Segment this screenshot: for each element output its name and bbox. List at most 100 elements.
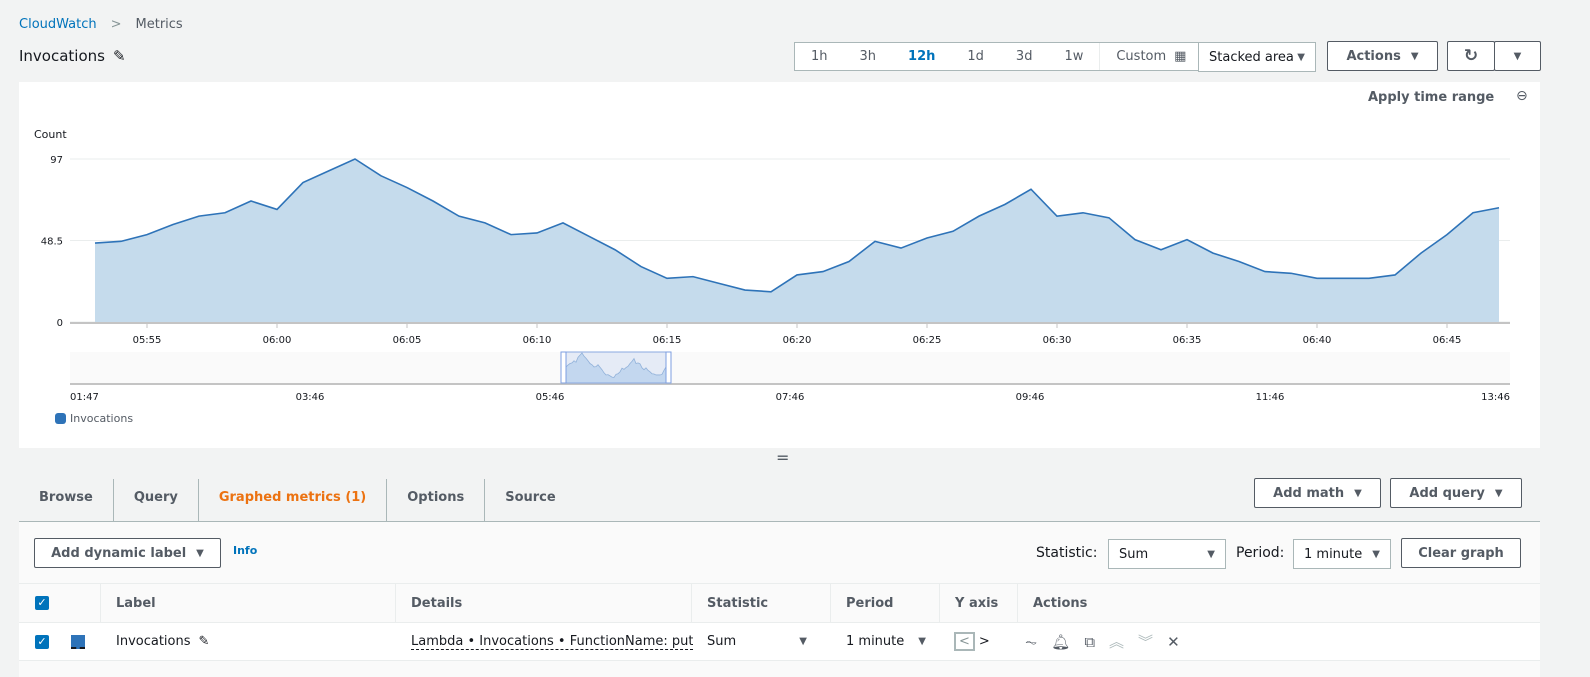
navigator-tick-label: 05:46 (536, 392, 565, 403)
resize-handle[interactable]: = (776, 448, 790, 467)
chart-type-select[interactable]: Stacked area ▼ (1198, 42, 1316, 72)
range-1h[interactable]: 1h (811, 49, 828, 64)
tab-source[interactable]: Source (505, 489, 556, 505)
series-color-swatch[interactable] (71, 634, 85, 649)
caret-down-icon: ▼ (1354, 487, 1362, 499)
navigator-handle-left (560, 351, 567, 384)
apply-time-range[interactable]: Apply time range (1368, 90, 1495, 105)
edit-icon[interactable]: ✎ (112, 47, 126, 65)
caret-down-icon: ▼ (1372, 548, 1380, 560)
tab-bar: Browse Query Graphed metrics (1) Options… (19, 475, 1540, 526)
navigator-selection (561, 351, 671, 384)
y-axis-label: Count (34, 128, 67, 141)
move-down-icon[interactable]: ︾ (1138, 633, 1154, 651)
series-area (95, 159, 1499, 322)
range-custom[interactable]: Custom ▦ (1099, 43, 1202, 70)
range-1d[interactable]: 1d (967, 49, 984, 64)
series-line (94, 158, 1500, 293)
navigator-tick-label: 01:47 (70, 392, 99, 403)
caret-down-icon: ▼ (1513, 50, 1522, 62)
navigator-tick-label: 03:46 (296, 392, 325, 403)
header-details: Details (395, 584, 462, 622)
clear-graph-button[interactable]: Clear graph (1401, 538, 1521, 568)
y-tick-label: 48.5 (41, 237, 63, 248)
y-tick-label: 0 (57, 318, 63, 329)
caret-down-icon: ▼ (196, 547, 204, 559)
calendar-icon: ▦ (1174, 49, 1187, 64)
duplicate-icon[interactable]: ⧉ (1084, 632, 1096, 651)
tab-options[interactable]: Options (387, 478, 486, 526)
add-query-button[interactable]: Add query ▼ (1390, 478, 1522, 508)
legend: Invocations (55, 412, 133, 425)
actions-button[interactable]: Actions ▼ (1327, 41, 1438, 71)
info-link[interactable]: Info (233, 544, 258, 557)
range-3d[interactable]: 3d (1015, 49, 1033, 64)
tab-query[interactable]: Query (114, 478, 199, 526)
x-tick-label: 06:10 (523, 335, 552, 346)
add-math-label: Add math (1273, 485, 1345, 501)
y-tick-label: 97 (50, 155, 63, 166)
caret-down-icon[interactable]: ▼ (918, 636, 926, 647)
header-y-axis: Y axis (939, 584, 998, 622)
x-tick-label: 06:20 (783, 335, 812, 346)
add-math-button[interactable]: Add math ▼ (1254, 478, 1381, 508)
row-checkbox[interactable]: ✓ (35, 634, 49, 649)
tab-browse[interactable]: Browse (19, 478, 114, 526)
tab-graphed-metrics[interactable]: Graphed metrics (1) (198, 478, 388, 526)
navigator-tick-label: 13:46 (1481, 392, 1510, 403)
row-statistic[interactable]: Sum (707, 634, 737, 649)
zoom-out-icon[interactable]: ⊖ (1516, 88, 1528, 104)
add-dynamic-label-button[interactable]: Add dynamic label ▼ (34, 538, 221, 568)
x-tick-label: 06:15 (653, 335, 682, 346)
range-3h[interactable]: 3h (859, 49, 877, 64)
caret-down-icon: ▼ (1410, 50, 1419, 62)
caret-down-icon: ▼ (1297, 51, 1305, 63)
x-tick-label: 06:30 (1043, 335, 1072, 346)
remove-icon[interactable]: ✕ (1167, 632, 1180, 651)
refresh-options-button[interactable]: ▼ (1494, 41, 1541, 71)
table-row: ✓ Invocations ✎ Lambda • Invocations • Fu… (19, 623, 1540, 661)
period-select[interactable]: 1 minute ▼ (1293, 539, 1391, 569)
select-all-checkbox[interactable]: ✓ (35, 596, 49, 610)
row-period[interactable]: 1 minute (846, 634, 905, 649)
range-12h[interactable]: 12h (908, 49, 936, 64)
y-axis-left-icon[interactable]: < (954, 632, 975, 651)
x-tick-label: 06:35 (1173, 335, 1202, 346)
caret-down-icon[interactable]: ▼ (799, 636, 807, 647)
navigator-handle-right (665, 351, 672, 384)
navigator-series (561, 352, 671, 384)
graph-icon[interactable]: ⏦ (1025, 632, 1038, 651)
clear-graph-label: Clear graph (1418, 545, 1504, 561)
navigator-tick-label: 09:46 (1016, 392, 1045, 403)
time-range-selector: 1h 3h 12h 1d 3d 1w Custom ▦ (794, 42, 1204, 71)
x-tick-label: 06:00 (263, 335, 292, 346)
header-period: Period (830, 584, 893, 622)
row-label: Invocations (116, 634, 191, 649)
statistic-value: Sum (1119, 546, 1149, 562)
period-value: 1 minute (1304, 546, 1363, 562)
caret-down-icon: ▼ (1207, 548, 1215, 560)
add-query-label: Add query (1409, 485, 1485, 501)
actions-label: Actions (1346, 48, 1401, 64)
header-statistic: Statistic (691, 584, 768, 622)
refresh-icon: ↻ (1463, 46, 1479, 66)
x-tick-label: 05:55 (133, 335, 162, 346)
edit-icon[interactable]: ✎ (198, 634, 210, 649)
chevron-right-icon: > (110, 17, 122, 32)
x-tick-label: 06:45 (1433, 335, 1462, 346)
period-label: Period: (1236, 545, 1285, 561)
range-1w[interactable]: 1w (1064, 49, 1084, 64)
y-axis-right-icon[interactable]: > (978, 634, 990, 649)
navigator-track (70, 352, 1510, 384)
navigator-tick-label: 11:46 (1256, 392, 1285, 403)
legend-label[interactable]: Invocations (70, 412, 134, 425)
caret-down-icon: ▼ (1494, 487, 1503, 499)
breadcrumb-cloudwatch[interactable]: CloudWatch (19, 17, 97, 32)
statistic-label: Statistic: (1036, 545, 1098, 561)
alarm-bell-icon[interactable]: 🔔︎ (1051, 632, 1071, 651)
legend-swatch (55, 413, 66, 424)
row-details[interactable]: Lambda • Invocations • FunctionName: put… (411, 633, 693, 650)
statistic-select[interactable]: Sum ▼ (1108, 539, 1226, 569)
move-up-icon[interactable]: ︽ (1109, 633, 1125, 651)
table-header: ✓ Label Details Statistic Period Y axis … (19, 583, 1540, 623)
